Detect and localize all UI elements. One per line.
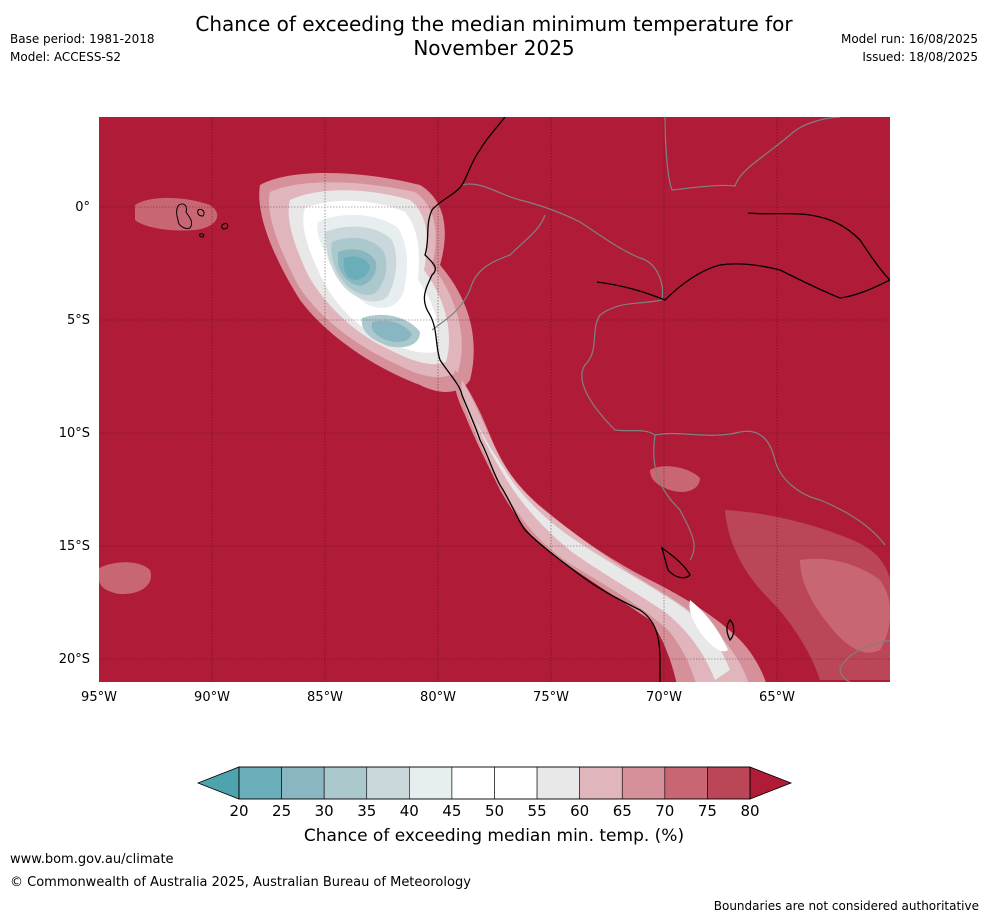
colorbar-label: 65 — [613, 802, 632, 820]
colorbar-segment — [536, 766, 580, 800]
page-title: Chance of exceeding the median minimum t… — [150, 12, 838, 60]
colorbar-segment — [664, 766, 708, 800]
colorbar-title: Chance of exceeding median min. temp. (%… — [303, 826, 685, 846]
colorbar-segment — [281, 766, 325, 800]
colorbar-label: 50 — [485, 802, 504, 820]
colorbar-label: 55 — [528, 802, 547, 820]
latitude-ticks: 0° 5°S 10°S 15°S 20°S — [59, 200, 90, 667]
footer-url-link[interactable]: www.bom.gov.au/climate — [10, 852, 174, 867]
colorbar-segment — [707, 766, 751, 800]
longitude-ticks: 95°W 90°W 85°W 80°W 75°W 70°W 65°W — [81, 690, 795, 705]
footer-boundary-note: Boundaries are not considered authoritat… — [713, 899, 979, 913]
model-name: Model: ACCESS-S2 — [10, 50, 122, 64]
lat-tick: 10°S — [59, 426, 90, 441]
lon-tick: 95°W — [81, 690, 117, 705]
map-background — [99, 117, 890, 682]
colorbar-labels: 20 25 30 35 40 45 50 55 60 65 70 75 80 — [229, 802, 759, 820]
meta-right: Model run: 16/08/2025 Issued: 18/08/2025 — [841, 30, 978, 66]
colorbar-label: 30 — [315, 802, 334, 820]
lon-tick: 70°W — [646, 690, 682, 705]
colorbar-high-extend — [749, 766, 793, 800]
colorbar-segment — [579, 766, 623, 800]
colorbar-label: 35 — [357, 802, 376, 820]
galapagos-islands — [176, 203, 229, 238]
lon-tick: 65°W — [759, 690, 795, 705]
colorbar-segment — [494, 766, 538, 800]
title-line-1: Chance of exceeding the median minimum t… — [195, 12, 793, 36]
lon-tick: 75°W — [533, 690, 569, 705]
lat-tick: 15°S — [59, 539, 90, 554]
colorbar-segment — [409, 766, 453, 800]
colorbar-segment — [366, 766, 410, 800]
map-contents — [99, 117, 890, 682]
colorbar-label: 75 — [698, 802, 717, 820]
colorbar-label: 80 — [740, 802, 759, 820]
colorbar-segment — [323, 766, 368, 800]
issued-date: Issued: 18/08/2025 — [862, 50, 978, 64]
colorbar-low-extend — [196, 766, 240, 800]
colorbar-label: 70 — [655, 802, 674, 820]
colorbar-label: 60 — [570, 802, 589, 820]
lat-tick: 5°S — [67, 313, 90, 328]
lat-tick: 0° — [75, 200, 90, 215]
colorbar-segment — [451, 766, 495, 800]
title-line-2: November 2025 — [413, 36, 575, 60]
colorbar: 20 25 30 35 40 45 50 55 60 65 70 75 80 — [196, 766, 793, 820]
map-gridlines — [99, 117, 890, 682]
colorbar-outline — [238, 766, 751, 800]
base-period: Base period: 1981-2018 — [10, 32, 155, 46]
colorbar-segment — [621, 766, 666, 800]
colorbar-label: 45 — [442, 802, 461, 820]
meta-left: Base period: 1981-2018 Model: ACCESS-S2 — [10, 30, 155, 66]
lon-tick: 80°W — [420, 690, 456, 705]
model-run: Model run: 16/08/2025 — [840, 32, 978, 46]
lon-tick: 85°W — [307, 690, 343, 705]
lon-tick: 90°W — [194, 690, 230, 705]
colorbar-label: 20 — [229, 802, 248, 820]
country-borders — [431, 117, 890, 682]
lat-tick: 20°S — [59, 652, 90, 667]
probability-shading — [99, 172, 890, 682]
colorbar-label: 40 — [400, 802, 419, 820]
colorbar-segments — [238, 766, 751, 800]
colorbar-segment — [238, 766, 282, 800]
coastline — [423, 117, 890, 682]
footer-copyright: © Commonwealth of Australia 2025, Austra… — [10, 875, 471, 890]
colorbar-label: 25 — [272, 802, 291, 820]
